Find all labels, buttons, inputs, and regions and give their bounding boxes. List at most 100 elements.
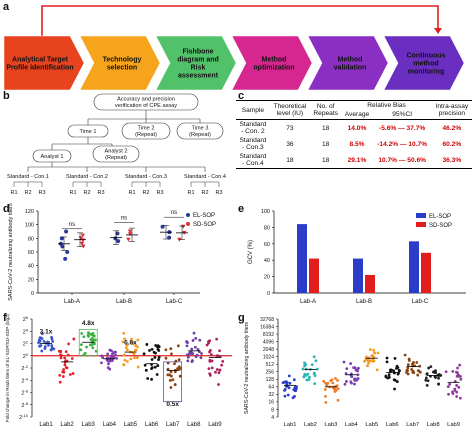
y-tick-label: 26 bbox=[23, 315, 29, 323]
data-point bbox=[455, 390, 459, 394]
time-node-label: (Repeat) bbox=[135, 132, 157, 138]
data-point bbox=[451, 369, 455, 373]
y-axis-label: GCV (%) bbox=[248, 240, 254, 264]
bar bbox=[365, 274, 375, 293]
table-row: Standard - Con. 2 73 18 14.0% -5.6% — 37.… bbox=[239, 121, 462, 135]
y-tick-label: 2-2 bbox=[21, 364, 28, 372]
data-point bbox=[186, 355, 190, 359]
data-point bbox=[295, 385, 298, 389]
legend-label: EL-SOP bbox=[193, 213, 215, 219]
data-point bbox=[50, 344, 54, 347]
data-point bbox=[287, 374, 291, 378]
data-point bbox=[221, 359, 225, 363]
y-tick-label: 32768 bbox=[260, 317, 274, 323]
data-point bbox=[324, 394, 327, 398]
bar bbox=[297, 224, 307, 293]
data-point bbox=[130, 337, 133, 341]
data-point bbox=[425, 372, 429, 376]
data-point bbox=[210, 366, 214, 370]
table-row: Standard - Con.3 36 18 8.5% -14.2% — 10.7… bbox=[239, 137, 462, 151]
data-point bbox=[205, 343, 209, 347]
data-point bbox=[284, 380, 288, 384]
data-point bbox=[307, 378, 311, 381]
data-point bbox=[63, 356, 67, 360]
data-point bbox=[150, 358, 154, 361]
time-node bbox=[121, 122, 171, 140]
fold-change-annotation: 0.5x bbox=[166, 401, 179, 408]
data-point bbox=[173, 362, 176, 366]
x-tick-label: Lab7 bbox=[166, 422, 180, 428]
data-point bbox=[283, 387, 287, 391]
analyst-node-label: Analyst 2 bbox=[104, 149, 127, 155]
data-point bbox=[396, 366, 400, 370]
x-tick-label: Lab1 bbox=[284, 422, 297, 428]
data-point bbox=[387, 373, 391, 377]
y-tick-label: 16384 bbox=[260, 324, 274, 330]
data-point bbox=[185, 344, 189, 348]
data-point bbox=[129, 340, 133, 344]
data-point bbox=[49, 348, 53, 352]
y-tick-label: 22 bbox=[23, 340, 29, 348]
y-tick-label: 16 bbox=[268, 400, 274, 406]
legend-marker bbox=[416, 222, 426, 227]
data-point bbox=[424, 378, 428, 382]
process-step-arrow bbox=[383, 35, 465, 91]
data-point bbox=[199, 356, 203, 360]
data-point bbox=[146, 377, 150, 380]
data-point bbox=[142, 352, 146, 356]
x-tick-label: Lab3 bbox=[82, 422, 96, 428]
data-point bbox=[372, 348, 376, 352]
y-tick-label: 60 bbox=[264, 242, 270, 248]
data-point bbox=[115, 231, 120, 236]
data-point bbox=[122, 353, 126, 357]
data-point bbox=[51, 339, 55, 343]
data-point bbox=[356, 373, 360, 377]
data-point bbox=[366, 364, 369, 368]
data-point bbox=[43, 347, 47, 350]
data-point bbox=[418, 364, 422, 368]
data-point bbox=[335, 384, 339, 388]
x-tick-label: Lab-B bbox=[116, 299, 132, 305]
data-point bbox=[61, 375, 65, 378]
x-tick-label: Lab8 bbox=[427, 422, 440, 428]
analyst-node bbox=[92, 145, 140, 163]
bar bbox=[409, 241, 419, 293]
data-point bbox=[107, 362, 110, 366]
data-point bbox=[418, 370, 422, 374]
data-point bbox=[81, 244, 86, 249]
replicate-label: R2 bbox=[142, 190, 149, 196]
data-point bbox=[331, 381, 335, 385]
x-tick-label: Lab7 bbox=[406, 422, 419, 428]
x-tick-label: Lab6 bbox=[145, 422, 159, 428]
data-point bbox=[87, 331, 90, 335]
data-point bbox=[214, 370, 217, 374]
data-point bbox=[185, 353, 189, 357]
time-node-label: (Repeat) bbox=[189, 132, 211, 138]
data-point bbox=[310, 363, 314, 367]
data-point bbox=[156, 364, 160, 367]
data-point bbox=[67, 342, 70, 346]
data-point bbox=[60, 354, 63, 358]
y-tick-label: 4 bbox=[271, 415, 274, 421]
data-point bbox=[407, 357, 411, 361]
data-point bbox=[125, 360, 129, 363]
time-node-label: Time 2 bbox=[138, 126, 155, 132]
data-point bbox=[111, 352, 114, 356]
data-point bbox=[412, 361, 415, 365]
data-point bbox=[194, 355, 198, 359]
data-point bbox=[188, 352, 191, 355]
data-point bbox=[357, 366, 360, 370]
x-tick-label: Lab-A bbox=[64, 299, 80, 305]
data-point bbox=[113, 236, 118, 241]
data-point bbox=[455, 374, 459, 378]
data-point bbox=[90, 343, 94, 347]
data-point bbox=[166, 367, 170, 371]
data-point bbox=[40, 332, 44, 336]
data-point bbox=[136, 338, 140, 342]
data-point bbox=[424, 376, 428, 380]
root-node-label: verification of CPE assay bbox=[115, 103, 177, 109]
data-point bbox=[218, 349, 221, 353]
standard-label: Standard - Con.3 bbox=[125, 174, 167, 180]
data-point bbox=[127, 232, 133, 237]
data-point bbox=[344, 372, 348, 375]
